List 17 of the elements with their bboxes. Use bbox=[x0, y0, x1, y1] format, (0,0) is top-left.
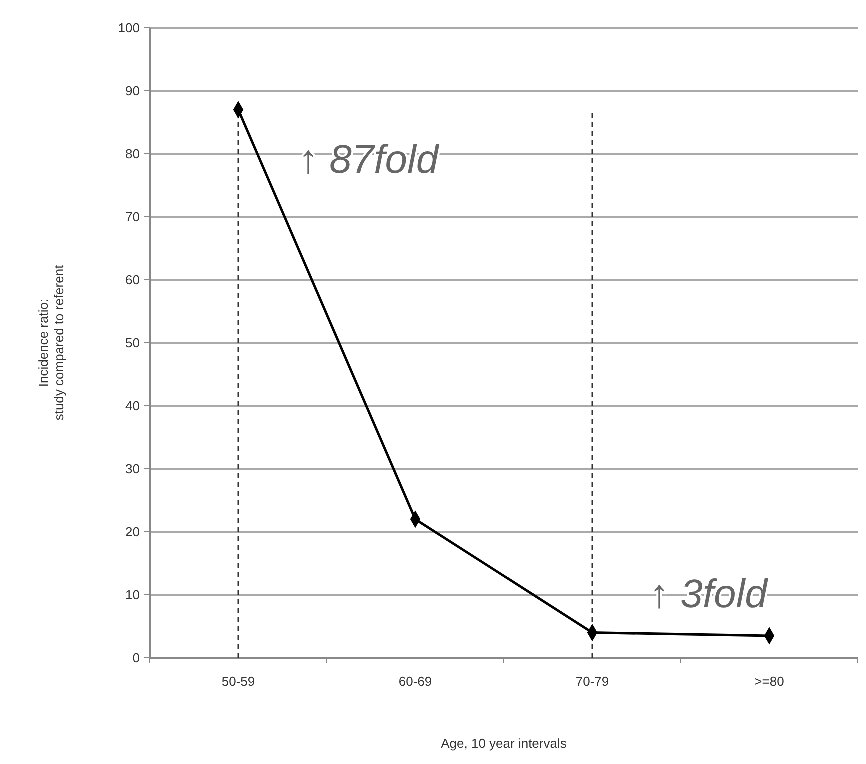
y-tick-label: 10 bbox=[126, 588, 140, 603]
x-tick-label: 70-79 bbox=[576, 674, 610, 689]
y-tick-label: 60 bbox=[126, 272, 140, 288]
y-tick-label: 100 bbox=[118, 20, 140, 36]
y-tick-label: 70 bbox=[126, 210, 140, 225]
y-tick-label: 20 bbox=[126, 524, 140, 540]
y-tick-label: 30 bbox=[126, 462, 140, 477]
x-tick-label: 60-69 bbox=[398, 674, 432, 689]
x-axis-title: Age, 10 year intervals bbox=[441, 736, 568, 751]
y-tick-label: 80 bbox=[126, 146, 140, 162]
y-tick-label: 0 bbox=[132, 650, 140, 666]
x-tick-label: >=80 bbox=[754, 674, 784, 689]
y-tick-label: 90 bbox=[126, 84, 140, 99]
y-axis-title: Incidence ratio: study compared to referent bbox=[36, 264, 67, 421]
x-tick-label: 50-59 bbox=[222, 674, 256, 689]
y-tick-label: 50 bbox=[126, 336, 140, 351]
y-tick-label: 40 bbox=[126, 398, 140, 414]
